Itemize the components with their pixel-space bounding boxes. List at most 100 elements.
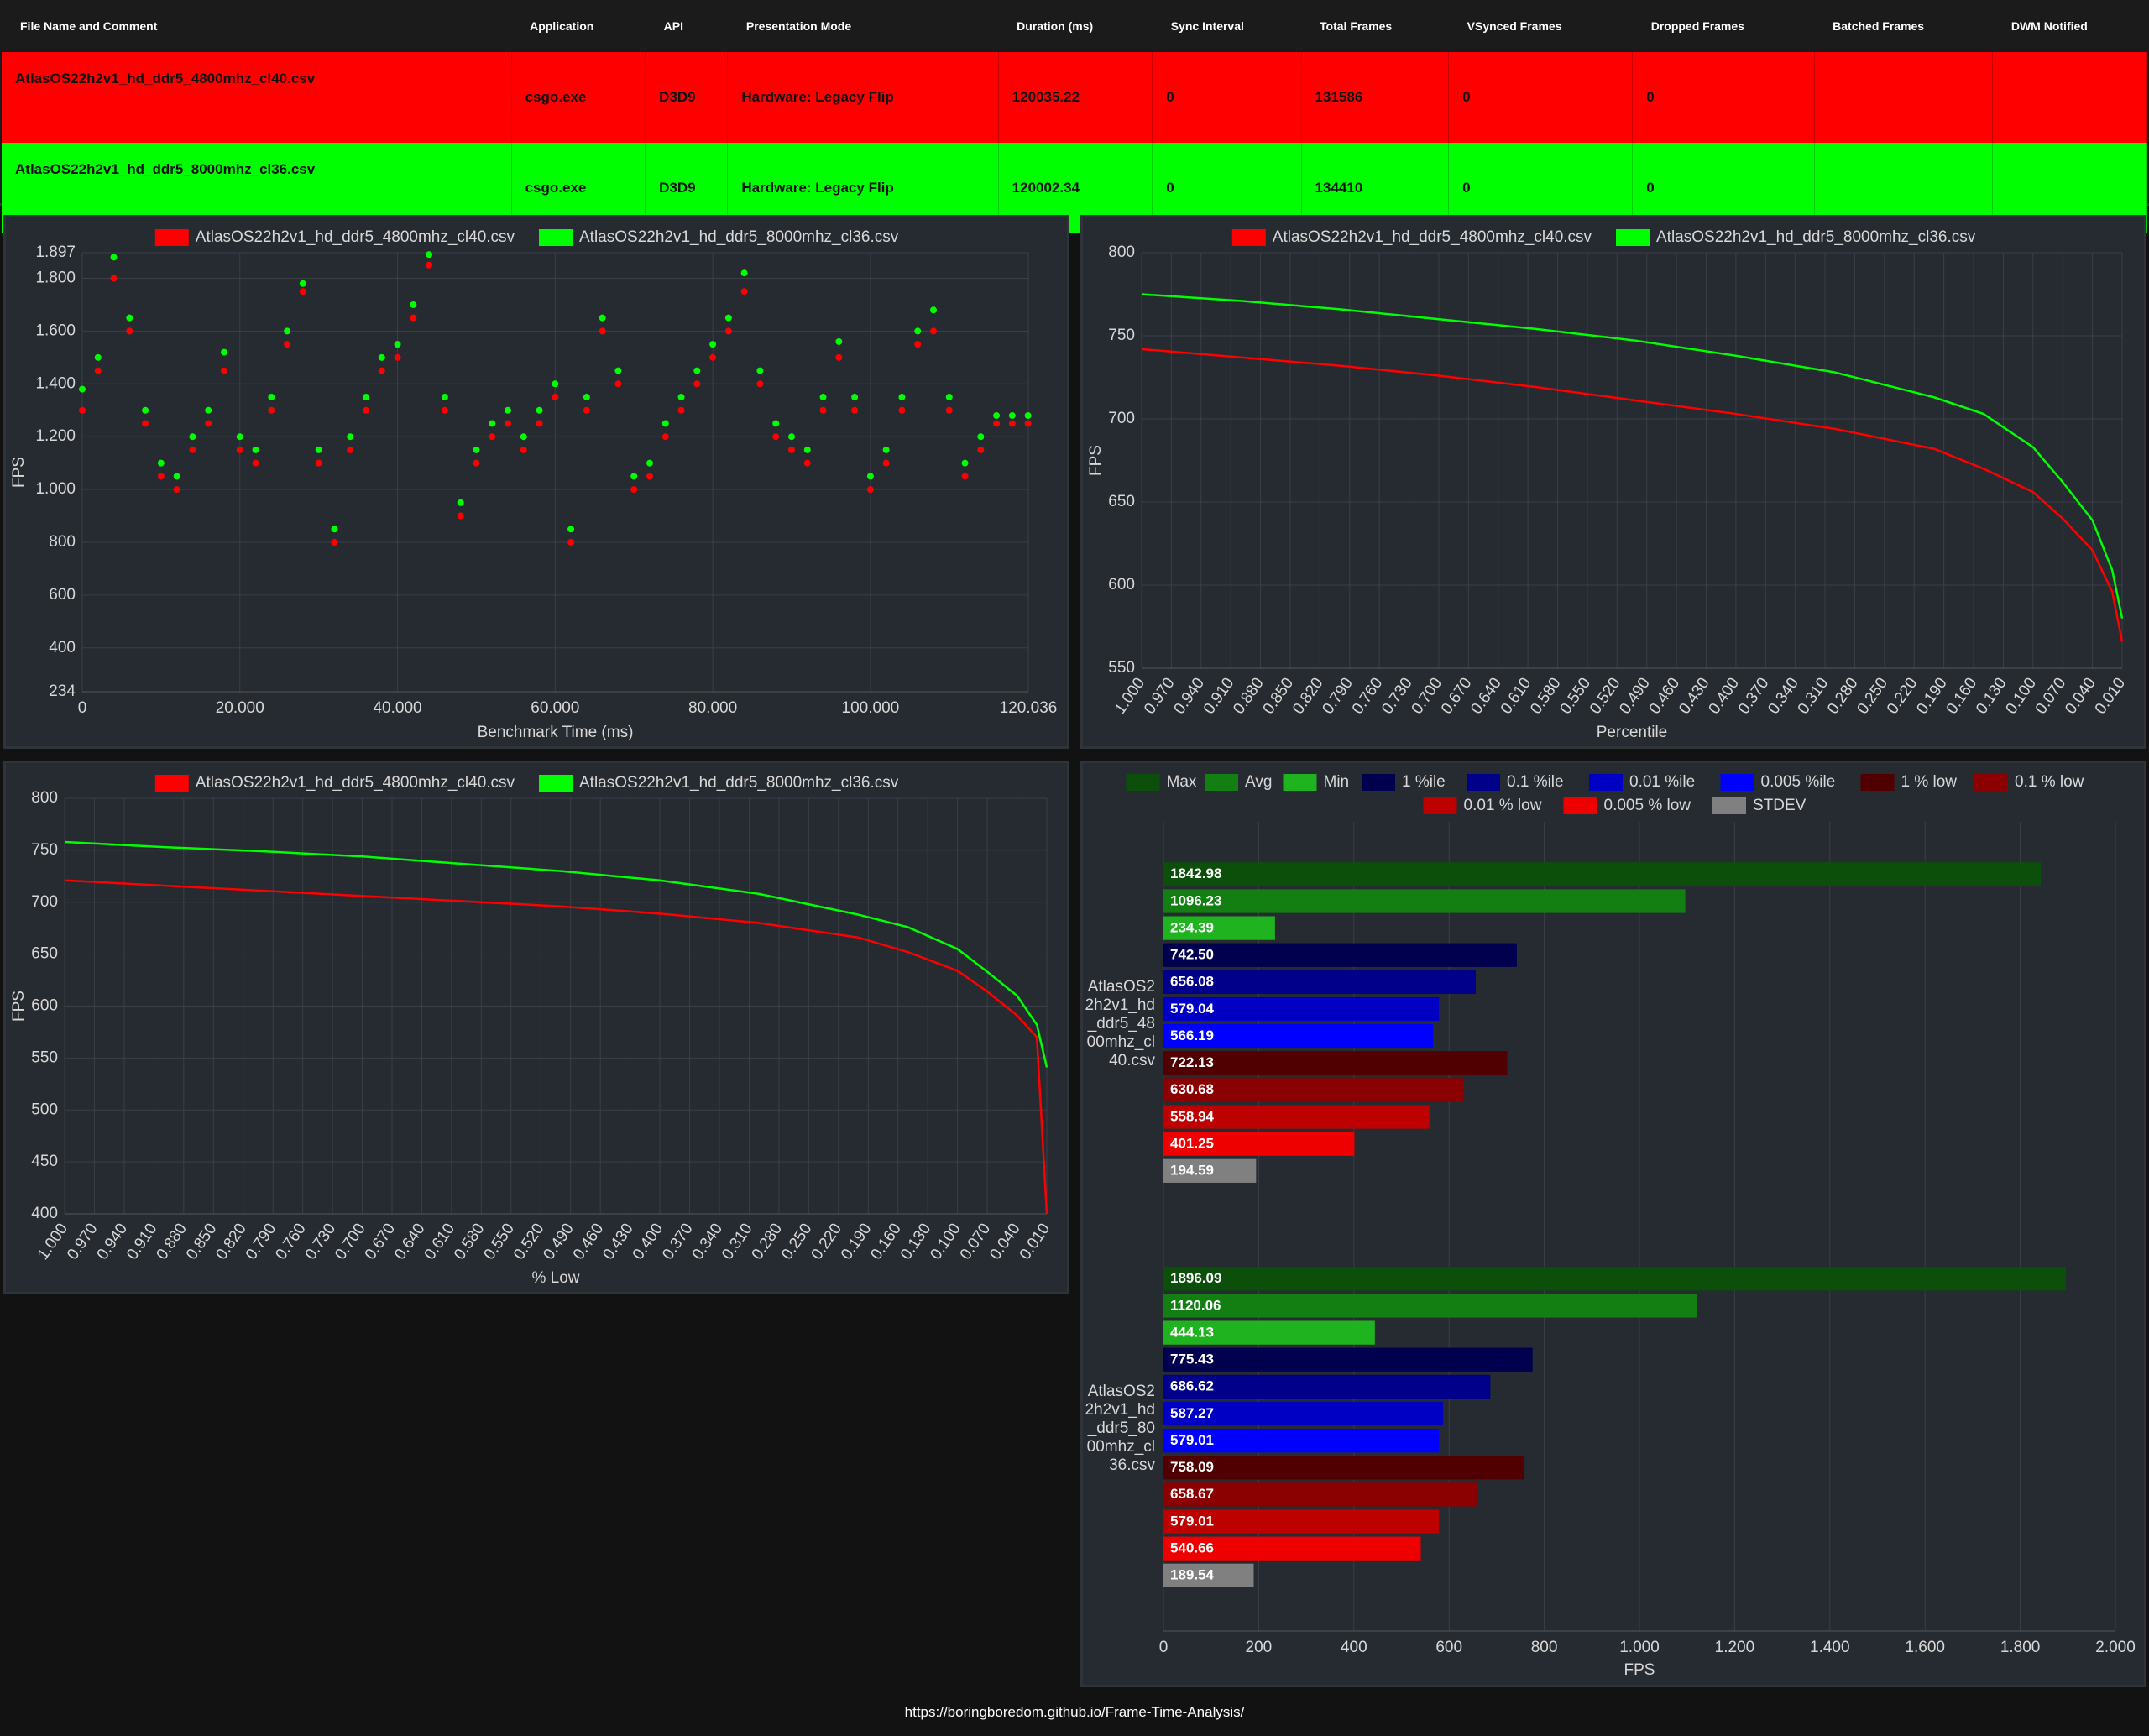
- x-tick-label: 0.760: [1349, 675, 1386, 718]
- x-tick-label: 0.580: [1527, 675, 1564, 718]
- bar: [1163, 1024, 1434, 1048]
- table-cell: 0: [1448, 52, 1634, 143]
- bar-value-label: 558.94: [1170, 1108, 1215, 1124]
- point: [110, 254, 118, 261]
- column-header: Sync Interval: [1152, 0, 1302, 52]
- point: [677, 394, 685, 401]
- bar-panel: 0 200 400 600 800 1.000 1.200 1.400 1.600 1.800 2.…: [1080, 761, 2146, 1687]
- x-tick-label: 0.100: [2003, 675, 2040, 718]
- bar-value-label: 656.08: [1170, 974, 1214, 990]
- bar: [1163, 1132, 1355, 1156]
- x-tick-label: 0.820: [212, 1221, 249, 1263]
- x-tick-label: 800: [1531, 1639, 1558, 1656]
- bar: [1163, 1401, 1443, 1426]
- bar: [1163, 1456, 1524, 1480]
- bar-value-label: 1842.98: [1170, 865, 1221, 881]
- x-tick-label: 60.000: [531, 699, 579, 717]
- x-tick-label: 0.280: [1824, 675, 1861, 718]
- x-tick-label: 0.370: [1735, 675, 1772, 718]
- table-cell: 120035.22: [998, 52, 1153, 143]
- y-tick-label: 600: [49, 586, 76, 604]
- bar-value-label: 758.09: [1170, 1459, 1214, 1475]
- point: [142, 420, 149, 427]
- bar-value-label: 579.01: [1170, 1432, 1214, 1448]
- table-row: AtlasOS22h2v1_hd_ddr5_4800mhz_cl40.csv cs…: [2, 52, 2147, 143]
- legend-swatch: [1860, 774, 1895, 791]
- point: [866, 486, 874, 494]
- bar: [1163, 1563, 1254, 1587]
- point: [126, 314, 133, 322]
- point: [803, 446, 811, 453]
- point: [1024, 412, 1032, 420]
- table-cell: 0: [1152, 52, 1302, 143]
- point: [866, 473, 874, 480]
- bar-value-label: 444.13: [1170, 1324, 1214, 1340]
- legend-swatch: [1283, 774, 1317, 791]
- y-tick-label: 550: [1108, 659, 1135, 677]
- x-tick-label: 0.730: [1378, 675, 1415, 718]
- x-tick-label: 0.250: [778, 1221, 815, 1263]
- y-tick-label: 1.897: [35, 243, 76, 261]
- x-tick-label: 0.430: [1676, 675, 1712, 718]
- x-tick-label: 0.970: [64, 1221, 101, 1263]
- x-tick-label: 0.940: [1171, 675, 1208, 718]
- point: [504, 420, 511, 427]
- point: [583, 394, 590, 401]
- x-tick-label: 0.280: [749, 1221, 786, 1263]
- legend-label: 0.1 %ile: [1507, 773, 1564, 791]
- point: [426, 251, 433, 259]
- point: [693, 380, 701, 388]
- x-tick-label: 0.040: [2062, 675, 2099, 718]
- point: [347, 433, 354, 441]
- point: [520, 446, 527, 453]
- bar-value-label: 686.62: [1170, 1378, 1214, 1394]
- bar: [1163, 862, 2041, 886]
- x-tick-label: 0.130: [897, 1221, 934, 1263]
- y-tick-label: 600: [1108, 576, 1135, 593]
- line: [64, 879, 1048, 1215]
- legend-label: 1 % low: [1901, 773, 1958, 791]
- x-tick-label: 1.000: [34, 1221, 71, 1263]
- x-tick-label: 0.010: [1017, 1221, 1054, 1263]
- point: [977, 433, 985, 441]
- point: [220, 367, 227, 374]
- x-tick-label: 0.400: [1706, 675, 1743, 718]
- point: [189, 433, 196, 441]
- x-tick-label: 0.340: [1765, 675, 1801, 718]
- point: [945, 406, 953, 414]
- y-tick-label: 800: [49, 533, 76, 551]
- y-tick-label: 1.000: [35, 480, 76, 498]
- line: [1141, 348, 2124, 642]
- y-axis-title: FPS: [10, 991, 28, 1022]
- point: [646, 459, 653, 467]
- header-row: File Name and Comment Application API Prese…: [2, 0, 2147, 52]
- y-tick-label: 650: [1108, 493, 1135, 510]
- bar: [1163, 1051, 1508, 1075]
- y-tick-label: 450: [31, 1153, 58, 1170]
- y-tick-label: 650: [31, 945, 58, 963]
- y-axis-title: FPS: [1087, 445, 1105, 476]
- legend-swatch: [1362, 774, 1395, 791]
- table: File Name and Comment Application API Prese…: [2, 0, 2147, 233]
- table-cell: csgo.exe: [511, 52, 646, 143]
- low-panel: 1.0000.9700.9400.9100.8800.8500.8200.790…: [3, 761, 1069, 1294]
- point: [236, 446, 243, 453]
- bar: [1163, 1347, 1533, 1372]
- bar: [1163, 1429, 1440, 1453]
- point: [315, 459, 322, 467]
- point: [898, 406, 906, 414]
- point: [977, 446, 985, 453]
- legend-label: 0.01 % low: [1464, 797, 1542, 814]
- bar: [1163, 1320, 1375, 1345]
- legend-swatch: [1231, 229, 1266, 246]
- x-tick-label: 0.910: [123, 1221, 160, 1263]
- y-tick-label: 600: [31, 997, 58, 1015]
- point: [536, 420, 543, 427]
- legend-swatch: [1126, 774, 1160, 791]
- x-tick-label: 0.730: [302, 1221, 339, 1263]
- point: [614, 380, 622, 388]
- bar-value-label: 1120.06: [1170, 1297, 1221, 1313]
- column-header: Presentation Mode: [727, 0, 999, 52]
- point: [803, 459, 811, 467]
